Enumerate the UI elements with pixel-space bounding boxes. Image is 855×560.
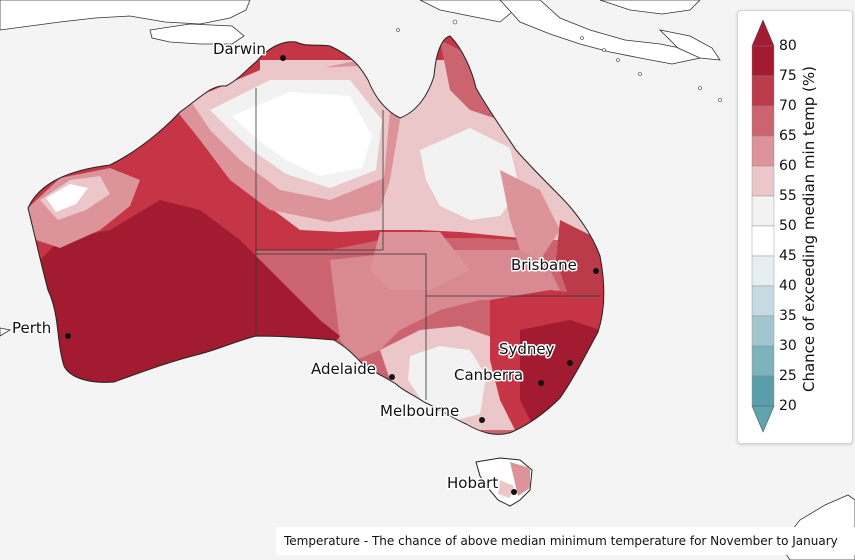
city-perth[interactable]: Perth [11,318,71,339]
legend-swatch [751,315,775,347]
city-canberra[interactable]: Canberra [453,365,544,386]
city-darwin[interactable]: Darwin [212,39,286,61]
city-markers: Darwin Brisbane Perth Sydney Adelaide Ca… [11,39,599,495]
legend-tick-label: 55 [779,188,797,204]
city-label: Perth [12,319,51,337]
legend-tick-label: 80 [779,38,797,54]
legend-swatch [751,285,775,317]
legend-tick-label: 50 [779,218,797,234]
legend-tick-label: 60 [779,158,797,174]
city-dot [65,333,71,339]
tasmania [475,457,533,507]
city-hobart[interactable]: Hobart [446,473,517,495]
city-adelaide[interactable]: Adelaide [310,359,395,380]
city-sydney[interactable]: Sydney [498,339,573,366]
legend-swatch [751,375,775,407]
legend-tick-label: 35 [779,308,797,324]
legend-title: Chance of exceeding median min temp (%) [800,66,818,392]
city-dot [511,489,517,495]
city-label: Hobart [447,474,498,492]
legend-swatch [751,165,775,197]
legend-tick-label: 65 [779,128,797,144]
legend-swatch [751,255,775,287]
legend-tick-label: 20 [779,398,797,414]
legend-swatch [751,75,775,107]
city-label: Sydney [499,340,555,358]
city-label: Melbourne [380,402,459,420]
legend-swatch [751,195,775,227]
city-dot [538,380,544,386]
city-label: Darwin [213,40,266,58]
legend-tick-label: 75 [779,68,797,84]
legend-tick-label: 70 [779,98,797,114]
color-legend: 80 75 70 65 60 55 50 45 40 35 30 25 20 Chance of exc… [737,10,853,444]
city-label: Brisbane [511,256,577,274]
legend-colorbar [751,19,775,433]
legend-swatch [751,225,775,257]
city-label: Adelaide [311,360,376,378]
city-label: Canberra [454,366,523,384]
legend-tick-label: 25 [779,368,797,384]
legend-swatch [751,135,775,167]
legend-over-arrow [751,19,775,47]
legend-swatch [751,105,775,137]
legend-tick-label: 45 [779,248,797,264]
state-borders [255,88,600,400]
legend-swatch [751,345,775,377]
map-caption: Temperature - The chance of above median… [276,527,855,555]
legend-tick-label: 40 [779,278,797,294]
city-dot [567,360,573,366]
legend-swatch [751,45,775,77]
city-melbourne[interactable]: Melbourne [379,401,485,423]
city-dot [593,268,599,274]
city-dot [389,374,395,380]
legend-tick-label: 30 [779,338,797,354]
city-dot [479,417,485,423]
legend-under-arrow [751,405,775,433]
city-brisbane[interactable]: Brisbane [510,255,599,276]
city-dot [280,55,286,61]
